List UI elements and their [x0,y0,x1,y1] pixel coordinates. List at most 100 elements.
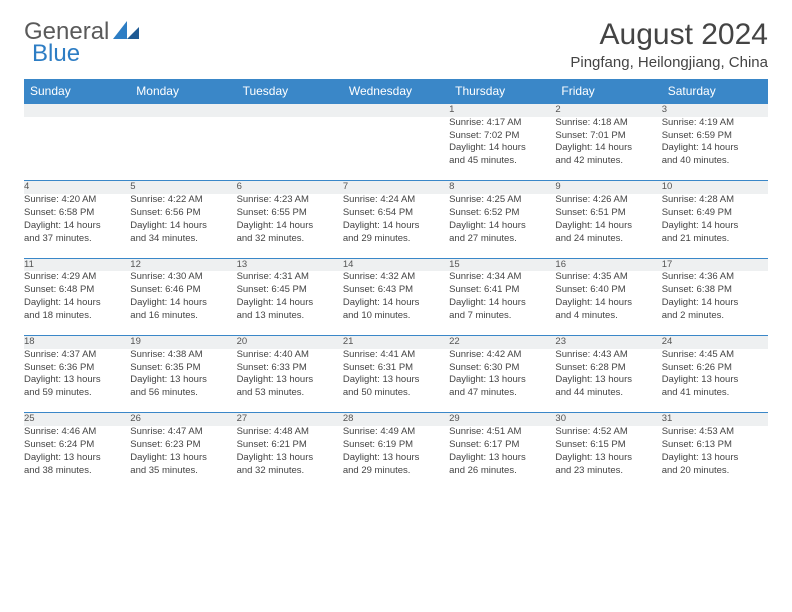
day-number-row: 45678910 [24,181,768,194]
sunrise-text: Sunrise: 4:48 AM [237,426,343,439]
day-cell: Sunrise: 4:22 AMSunset: 6:56 PMDaylight:… [130,194,236,258]
day-number: 5 [130,181,236,194]
sunrise-text: Sunrise: 4:40 AM [237,349,343,362]
day-number: 20 [237,335,343,348]
sunrise-text: Sunrise: 4:19 AM [662,117,768,130]
day-content-row: Sunrise: 4:29 AMSunset: 6:48 PMDaylight:… [24,271,768,335]
logo-blue-row: Blue [30,40,80,68]
daylight-text: and 50 minutes. [343,387,449,400]
day-number: 12 [130,258,236,271]
day-number: 4 [24,181,130,194]
sunrise-text: Sunrise: 4:24 AM [343,194,449,207]
daylight-text: Daylight: 14 hours [343,220,449,233]
weekday-header: Monday [130,79,236,104]
daylight-text: Daylight: 14 hours [449,142,555,155]
day-cell: Sunrise: 4:51 AMSunset: 6:17 PMDaylight:… [449,426,555,490]
day-number: 16 [555,258,661,271]
daylight-text: Daylight: 14 hours [662,142,768,155]
day-cell: Sunrise: 4:20 AMSunset: 6:58 PMDaylight:… [24,194,130,258]
calendar-header: Sunday Monday Tuesday Wednesday Thursday… [24,79,768,104]
sunset-text: Sunset: 7:02 PM [449,130,555,143]
day-number: 13 [237,258,343,271]
sunrise-text: Sunrise: 4:37 AM [24,349,130,362]
sunrise-text: Sunrise: 4:32 AM [343,271,449,284]
sunset-text: Sunset: 6:55 PM [237,207,343,220]
daylight-text: Daylight: 13 hours [237,374,343,387]
sunrise-text: Sunrise: 4:45 AM [662,349,768,362]
day-content-row: Sunrise: 4:46 AMSunset: 6:24 PMDaylight:… [24,426,768,490]
daylight-text: Daylight: 14 hours [555,220,661,233]
sunrise-text: Sunrise: 4:18 AM [555,117,661,130]
daylight-text: Daylight: 14 hours [237,297,343,310]
sunrise-text: Sunrise: 4:34 AM [449,271,555,284]
sunrise-text: Sunrise: 4:23 AM [237,194,343,207]
sunset-text: Sunset: 6:45 PM [237,284,343,297]
daylight-text: and 27 minutes. [449,233,555,246]
daylight-text: and 41 minutes. [662,387,768,400]
day-cell: Sunrise: 4:17 AMSunset: 7:02 PMDaylight:… [449,117,555,181]
daylight-text: Daylight: 14 hours [24,220,130,233]
daylight-text: and 56 minutes. [130,387,236,400]
day-number: 26 [130,413,236,426]
sunset-text: Sunset: 6:28 PM [555,362,661,375]
day-number: 29 [449,413,555,426]
sunset-text: Sunset: 6:59 PM [662,130,768,143]
day-content-row: Sunrise: 4:17 AMSunset: 7:02 PMDaylight:… [24,117,768,181]
day-cell: Sunrise: 4:36 AMSunset: 6:38 PMDaylight:… [662,271,768,335]
day-number: 31 [662,413,768,426]
day-content-row: Sunrise: 4:37 AMSunset: 6:36 PMDaylight:… [24,349,768,413]
daylight-text: and 13 minutes. [237,310,343,323]
day-number: 9 [555,181,661,194]
daylight-text: Daylight: 14 hours [449,220,555,233]
daylight-text: and 10 minutes. [343,310,449,323]
day-number-row: 18192021222324 [24,335,768,348]
weekday-header: Sunday [24,79,130,104]
sunset-text: Sunset: 6:19 PM [343,439,449,452]
sunset-text: Sunset: 6:41 PM [449,284,555,297]
day-number: 7 [343,181,449,194]
daylight-text: Daylight: 13 hours [237,452,343,465]
sunrise-text: Sunrise: 4:28 AM [662,194,768,207]
daylight-text: and 32 minutes. [237,465,343,478]
logo-text-blue: Blue [32,40,80,68]
daylight-text: Daylight: 14 hours [662,297,768,310]
day-number: 22 [449,335,555,348]
sunset-text: Sunset: 6:38 PM [662,284,768,297]
daylight-text: Daylight: 13 hours [130,374,236,387]
month-title: August 2024 [570,18,768,52]
day-cell: Sunrise: 4:53 AMSunset: 6:13 PMDaylight:… [662,426,768,490]
sunrise-text: Sunrise: 4:43 AM [555,349,661,362]
day-cell: Sunrise: 4:38 AMSunset: 6:35 PMDaylight:… [130,349,236,413]
daylight-text: and 38 minutes. [24,465,130,478]
day-cell [237,117,343,181]
day-cell: Sunrise: 4:30 AMSunset: 6:46 PMDaylight:… [130,271,236,335]
day-number: 27 [237,413,343,426]
sunset-text: Sunset: 6:26 PM [662,362,768,375]
sunset-text: Sunset: 6:49 PM [662,207,768,220]
daylight-text: and 42 minutes. [555,155,661,168]
day-cell: Sunrise: 4:42 AMSunset: 6:30 PMDaylight:… [449,349,555,413]
sunset-text: Sunset: 6:21 PM [237,439,343,452]
daylight-text: Daylight: 14 hours [237,220,343,233]
day-cell: Sunrise: 4:24 AMSunset: 6:54 PMDaylight:… [343,194,449,258]
daylight-text: and 2 minutes. [662,310,768,323]
sunrise-text: Sunrise: 4:38 AM [130,349,236,362]
daylight-text: and 18 minutes. [24,310,130,323]
title-block: August 2024 Pingfang, Heilongjiang, Chin… [570,18,768,71]
day-number-row: 11121314151617 [24,258,768,271]
day-cell [343,117,449,181]
sunrise-text: Sunrise: 4:25 AM [449,194,555,207]
day-number: 2 [555,104,661,117]
sunrise-text: Sunrise: 4:26 AM [555,194,661,207]
daylight-text: and 29 minutes. [343,465,449,478]
sunset-text: Sunset: 6:31 PM [343,362,449,375]
day-cell: Sunrise: 4:48 AMSunset: 6:21 PMDaylight:… [237,426,343,490]
daylight-text: Daylight: 13 hours [662,452,768,465]
sunrise-text: Sunrise: 4:31 AM [237,271,343,284]
day-number: 6 [237,181,343,194]
calendar-body: 123Sunrise: 4:17 AMSunset: 7:02 PMDaylig… [24,104,768,491]
daylight-text: and 4 minutes. [555,310,661,323]
day-cell: Sunrise: 4:18 AMSunset: 7:01 PMDaylight:… [555,117,661,181]
daylight-text: and 16 minutes. [130,310,236,323]
day-cell [130,117,236,181]
